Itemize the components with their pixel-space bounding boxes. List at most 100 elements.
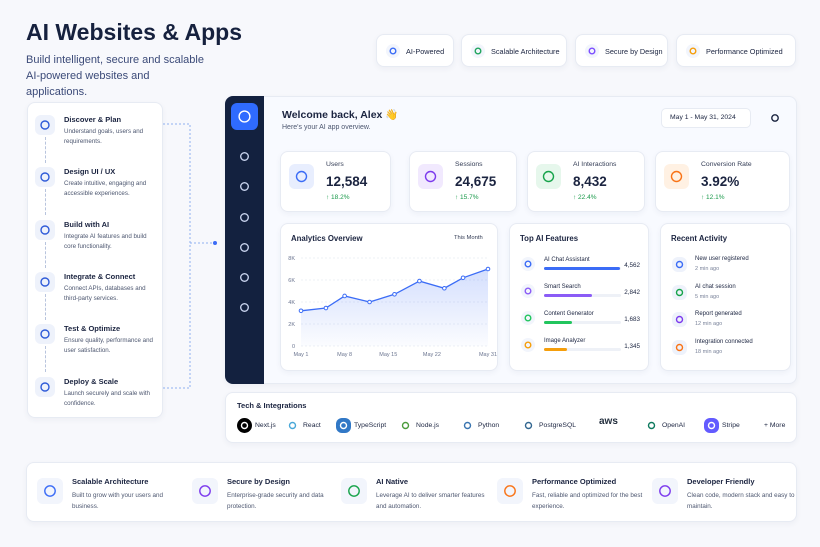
icon — [672, 284, 687, 300]
icon-glyph — [239, 181, 249, 191]
icon-glyph — [40, 277, 50, 287]
icon — [497, 478, 523, 504]
value-label: 4,562 — [624, 262, 640, 269]
point — [342, 293, 347, 299]
stat-value: 8,432 — [573, 174, 607, 189]
icon — [664, 164, 689, 189]
icon-glyph — [239, 151, 249, 161]
tech-name: Stripe — [722, 422, 740, 429]
stat-change: ↑ 12.1% — [701, 194, 725, 201]
point — [367, 299, 372, 305]
icon[interactable] — [235, 268, 254, 287]
glyph — [463, 421, 472, 430]
glyph — [40, 329, 50, 339]
tech-card: Tech & Integrations Next.js React TypeScrip… — [225, 392, 797, 443]
icon — [471, 44, 485, 58]
step-connector — [45, 293, 46, 320]
icon[interactable] — [235, 147, 254, 166]
step-connector — [45, 137, 46, 163]
icon[interactable] — [235, 208, 254, 227]
icon — [686, 44, 700, 58]
icon-glyph — [40, 381, 50, 392]
icon-glyph — [771, 114, 779, 122]
feature-name: Content Generator — [544, 311, 594, 317]
badge: Performance Optimized — [676, 34, 796, 67]
icon-glyph — [524, 260, 532, 268]
stat-card: AI Interactions 8,432 ↑ 22.4% — [527, 151, 645, 212]
step-title: Discover & Plan — [64, 115, 122, 124]
icon-glyph — [659, 485, 671, 497]
icon-glyph — [675, 288, 684, 296]
welcome: Welcome back, Alex 👋 — [282, 109, 399, 121]
step-text: Connect APIs, databases and third-party … — [64, 284, 146, 302]
activity-item: Report generated — [695, 311, 742, 317]
icon-glyph — [40, 329, 50, 339]
step-title: Build with AI — [64, 219, 110, 229]
welcome-sub: Here's your AI app overview. — [282, 124, 371, 131]
step-title: Test & Optimize — [64, 324, 121, 334]
icon — [289, 164, 314, 189]
icon[interactable] — [767, 110, 783, 126]
icon-glyph — [524, 314, 532, 322]
glyph — [40, 381, 50, 392]
step-connector — [45, 189, 46, 216]
y-tick-label: 0 — [292, 344, 295, 350]
icon — [521, 338, 535, 352]
icon-glyph — [463, 421, 472, 430]
glyph — [675, 315, 684, 324]
icon — [285, 418, 300, 433]
process-steps: Discover & Plan Understand goals, users a… — [27, 102, 163, 418]
glyph — [524, 314, 532, 322]
glyph — [239, 212, 249, 222]
glyph — [239, 272, 249, 282]
point — [442, 285, 447, 291]
tech-name: TypeScript — [354, 422, 387, 429]
x-tick-label: May 31 — [479, 352, 497, 358]
step-connector — [45, 346, 46, 373]
icon — [521, 257, 535, 271]
icon-glyph — [239, 272, 249, 282]
icon — [672, 312, 687, 327]
bar — [544, 321, 573, 324]
icon — [585, 44, 599, 58]
more-link[interactable]: + More — [764, 422, 786, 429]
badge: Secure by Design — [575, 34, 668, 67]
icon — [341, 478, 367, 504]
stat-change: ↑ 18.2% — [326, 194, 350, 201]
step-text: Ensure quality, performance and user sat… — [64, 337, 153, 355]
feature-name: Smart Search — [544, 284, 581, 290]
icon[interactable] — [235, 238, 254, 257]
filter[interactable]: This Month — [454, 235, 483, 241]
icon[interactable] — [231, 103, 258, 130]
feature-title: Performance Optimized — [532, 477, 617, 486]
value-label: 2,842 — [624, 289, 640, 296]
icon — [652, 478, 678, 504]
y-tick-label: 4K — [288, 300, 295, 306]
step-text: Create intuitive, engaging and accessibl… — [64, 180, 147, 198]
glyph — [474, 47, 482, 55]
icon-glyph — [675, 343, 684, 351]
point — [298, 308, 304, 314]
icon — [704, 418, 719, 433]
glyph — [524, 341, 532, 349]
subtitle: Build intelligent, secure and scalable A… — [26, 54, 204, 98]
glyph — [40, 120, 50, 130]
date-selector[interactable]: May 1 - May 31, 2024 — [661, 108, 751, 128]
tech-name: OpenAI — [662, 422, 686, 429]
glyph — [707, 421, 716, 430]
step-title: Design UI / UX — [64, 167, 116, 177]
icon-glyph — [524, 341, 532, 349]
tech-name: Python — [478, 422, 500, 429]
icon-glyph — [474, 47, 482, 55]
icon-glyph — [288, 421, 297, 430]
glyph — [670, 170, 683, 183]
icon-glyph — [40, 120, 50, 130]
feature-title: Secure by Design — [227, 477, 290, 486]
icon[interactable] — [235, 177, 254, 196]
tech-name: Node.js — [416, 422, 440, 429]
value-label: 1,683 — [624, 316, 640, 323]
icon — [336, 418, 351, 433]
feature-strip: Scalable Architecture Built to grow with … — [26, 462, 797, 522]
icon[interactable] — [235, 298, 254, 317]
